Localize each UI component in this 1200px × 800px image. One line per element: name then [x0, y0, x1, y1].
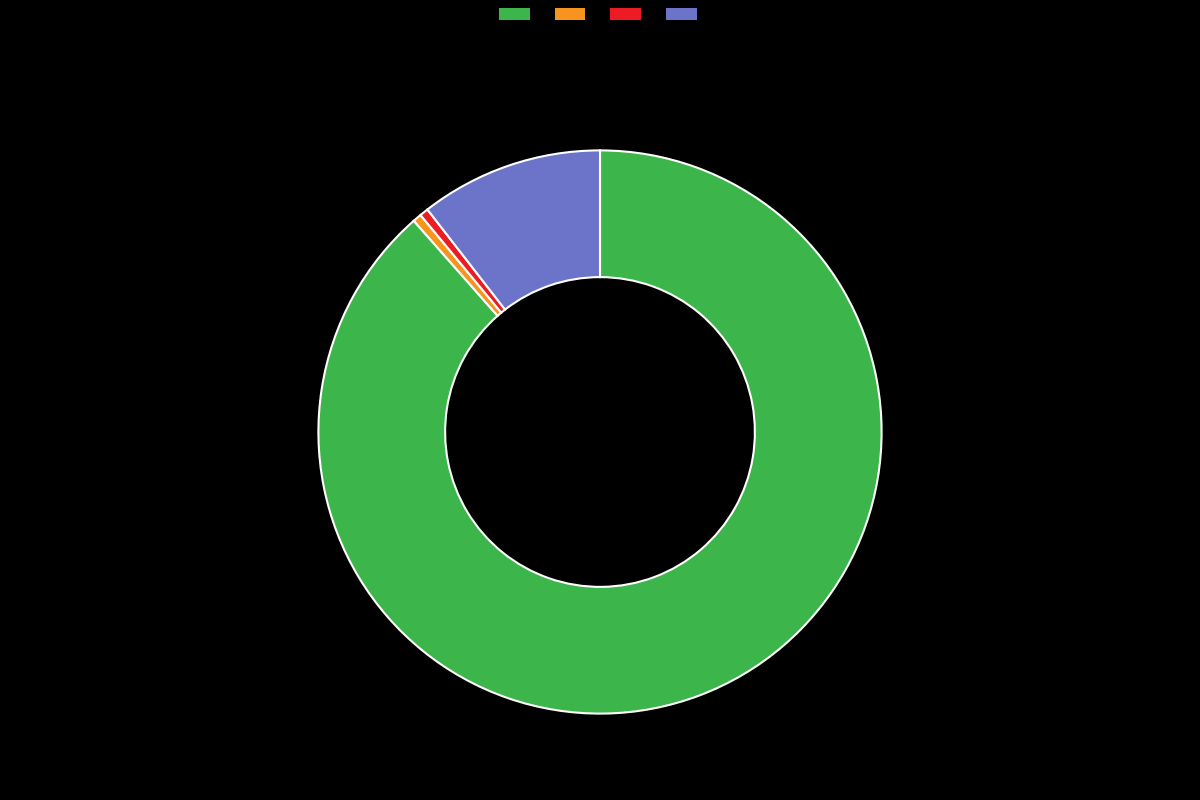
Wedge shape: [414, 215, 502, 316]
Wedge shape: [427, 150, 600, 310]
Wedge shape: [420, 210, 505, 313]
Legend: , , , : , , ,: [493, 2, 707, 27]
Wedge shape: [318, 150, 882, 714]
